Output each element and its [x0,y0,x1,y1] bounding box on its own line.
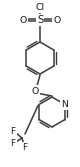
Text: O: O [53,16,61,25]
Text: S: S [37,15,43,25]
Text: O: O [19,16,27,25]
Text: F: F [10,139,16,148]
Text: F: F [22,143,28,152]
Text: Cl: Cl [35,3,45,12]
Text: N: N [62,100,68,109]
Text: F: F [10,126,16,135]
Text: O: O [31,87,39,96]
